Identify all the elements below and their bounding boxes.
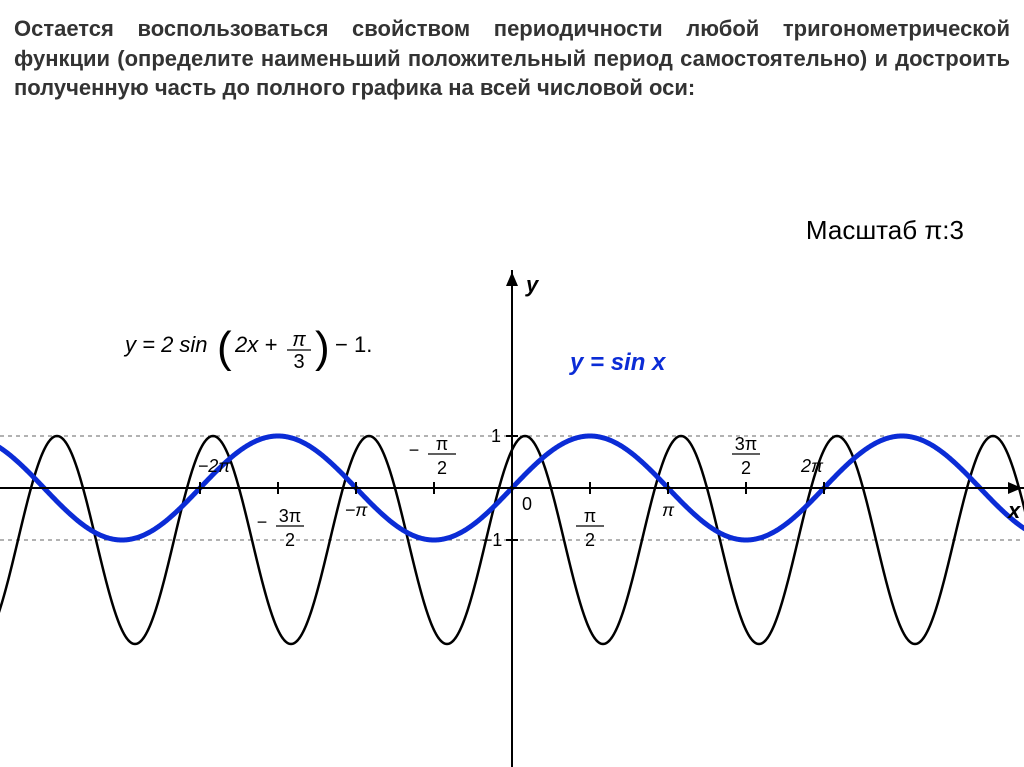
tick-label: −π 2 [409, 434, 456, 478]
origin-label: 0 [522, 494, 532, 514]
chart-svg: yx0−2π−3π2−π−π2π2π3π22π1−1y = sin xy = 2… [0, 270, 1024, 767]
svg-text:− 1.: − 1. [335, 332, 372, 357]
tick-label: 3π2 [732, 434, 760, 478]
svg-text:(: ( [217, 323, 232, 372]
svg-text:π: π [436, 434, 448, 454]
svg-text:3π: 3π [279, 506, 301, 526]
svg-text:2: 2 [285, 530, 295, 550]
page: Остается воспользоваться свойством перио… [0, 0, 1024, 767]
svg-text:3π: 3π [735, 434, 757, 454]
svg-text:−: − [257, 512, 268, 532]
series-label-transformed: y = 2 sin (2x + π3)− 1. [123, 323, 372, 373]
svg-text:−: − [409, 440, 420, 460]
svg-text:2: 2 [585, 530, 595, 550]
tick-label: −3π 2 [257, 506, 304, 550]
series-label-sinx: y = sin x [569, 349, 667, 376]
svg-text:3: 3 [293, 351, 304, 373]
svg-text:π: π [292, 329, 306, 351]
tick-label: −π [345, 500, 369, 520]
tick-label: 2π [800, 456, 824, 476]
x-axis-label: x [1007, 498, 1021, 523]
svg-text:2: 2 [437, 458, 447, 478]
tick-label: 1 [491, 426, 501, 446]
scale-label: Масштаб π:3 [806, 215, 964, 246]
svg-text:2: 2 [741, 458, 751, 478]
tick-label: π2 [576, 506, 604, 550]
y-axis-arrow [506, 272, 518, 286]
tick-label: −1 [482, 530, 503, 550]
tick-label: π [662, 500, 675, 520]
chart-region: yx0−2π−3π2−π−π2π2π3π22π1−1y = sin xy = 2… [0, 270, 1024, 767]
intro-text: Остается воспользоваться свойством перио… [14, 14, 1010, 103]
svg-text:y = 2 sin: y = 2 sin [123, 332, 208, 357]
svg-text:): ) [315, 323, 330, 372]
svg-text:π: π [584, 506, 596, 526]
y-axis-label: y [525, 272, 540, 297]
tick-label: −2π [198, 456, 232, 476]
svg-text:2x +: 2x + [234, 332, 277, 357]
